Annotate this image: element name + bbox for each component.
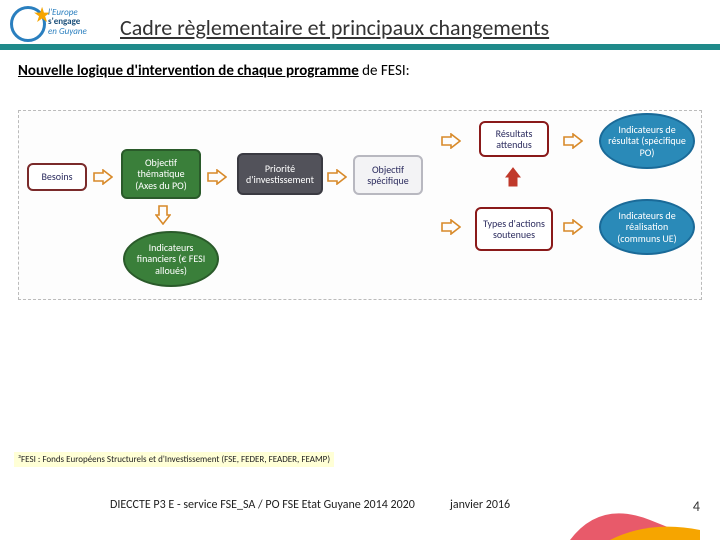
arrow-right-icon (441, 219, 461, 235)
arrow-right-icon (563, 133, 583, 149)
node-ind-real: Indicateurs de réalisation (communs UE) (599, 199, 695, 255)
subtitle: Nouvelle logique d'intervention de chaqu… (18, 62, 410, 80)
node-objectif: Objectif thématique (Axes du PO) (121, 149, 201, 199)
node-ind-fin: Indicateurs financiers (€ FESI alloués) (123, 231, 219, 287)
header-bar (0, 44, 720, 50)
arrow-right-icon (327, 169, 347, 185)
node-priorite: Priorité d'investissement (237, 153, 323, 195)
node-specifique: Objectif spécifique (353, 155, 423, 195)
footnote: ³FESI : Fonds Européens Structurels et d… (14, 452, 334, 467)
footer-accent-icon (560, 490, 700, 540)
node-besoins: Besoins (27, 163, 87, 191)
node-types: Types d'actions soutenues (475, 207, 553, 251)
node-ind-res: Indicateurs de résultat (spécifique PO) (599, 113, 695, 169)
logo: ★ l'Europe s'engage en Guyane (6, 2, 96, 48)
page-number: 4 (693, 498, 700, 515)
logo-line3: en Guyane (48, 27, 87, 36)
arrow-up-icon (505, 167, 521, 187)
node-resultats: Résultats attendus (479, 121, 549, 157)
subtitle-underlined: Nouvelle logique d'intervention de chaqu… (18, 62, 359, 80)
arrow-right-icon (93, 169, 113, 185)
arrow-right-icon (441, 133, 461, 149)
arrow-down-icon (155, 205, 171, 225)
arrow-right-icon (207, 169, 227, 185)
flow-diagram: Besoins Objectif thématique (Axes du PO)… (18, 110, 702, 300)
footer-date: janvier 2016 (450, 498, 510, 512)
slide: ★ l'Europe s'engage en Guyane Cadre règl… (0, 0, 720, 540)
page-title: Cadre règlementaire et principaux change… (120, 14, 549, 41)
arrow-right-icon (563, 219, 583, 235)
subtitle-rest: de FESI: (359, 62, 410, 80)
logo-text: l'Europe s'engage en Guyane (48, 8, 87, 36)
footer-text: DIECCTE P3 E - service FSE_SA / PO FSE E… (110, 498, 415, 512)
